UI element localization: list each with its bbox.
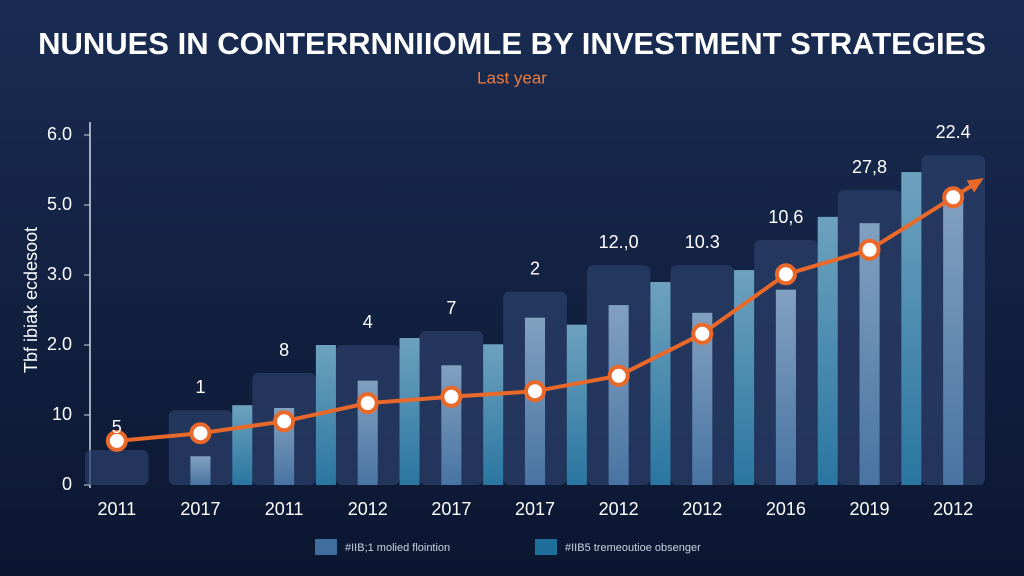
bar-shine <box>483 344 504 485</box>
line-point <box>858 238 881 261</box>
annotation: 7 <box>446 298 456 318</box>
y-tick-label: 0 <box>62 474 72 494</box>
legend-label: #IIB;1 molied flointion <box>345 542 450 554</box>
x-tick-label: 2012 <box>682 499 722 519</box>
bar-shine <box>734 270 755 485</box>
plot-area: 0 10 2.0 3.0 5.0 6.0 2011 5 2017 1 2011 8 2012 4 2017 7… <box>47 122 985 519</box>
legend-swatch <box>315 539 337 555</box>
annotation: 5 <box>112 417 122 437</box>
bar-shine <box>566 324 587 485</box>
line-point <box>774 263 797 286</box>
bar-shine <box>608 305 629 485</box>
line-point <box>524 380 546 403</box>
annotation: 12.,0 <box>599 232 639 252</box>
line-point <box>356 392 379 415</box>
x-tick-label: 2019 <box>850 499 890 519</box>
x-tick-label: 2012 <box>348 499 388 519</box>
chart-title: NUNUES IN CONTERRNNIIOMLE BY INVESTMENT … <box>38 26 986 61</box>
legend-swatch <box>535 539 557 555</box>
bar-shine <box>817 216 838 485</box>
line-point <box>607 364 630 387</box>
annotation: 27,8 <box>852 157 887 177</box>
x-tick-label: 2016 <box>766 499 806 519</box>
annotation: 2 <box>530 259 540 279</box>
chart-subtitle: Last year <box>477 68 547 87</box>
x-tick-label: 2011 <box>97 499 136 519</box>
annotation: 10.3 <box>685 232 720 252</box>
x-tick-label: 2011 <box>265 499 304 519</box>
x-tick-label: 2017 <box>431 499 471 519</box>
line-point <box>189 422 212 445</box>
bar-shine <box>692 312 713 485</box>
line-point <box>273 410 296 433</box>
bar-shine <box>859 223 880 485</box>
y-tick-label: 2.0 <box>47 334 72 354</box>
bar-shine <box>943 195 964 485</box>
x-tick-label: 2017 <box>180 499 220 519</box>
bar-shine <box>650 282 671 485</box>
line-point <box>440 385 463 408</box>
y-tick-label: 10 <box>52 404 72 424</box>
backdrop-column <box>85 450 149 485</box>
x-tick-label: 2012 <box>599 499 639 519</box>
annotation: 4 <box>363 312 373 332</box>
bar-shine <box>315 345 336 485</box>
x-tick-label: 2012 <box>933 499 973 519</box>
annotation: 8 <box>279 340 289 360</box>
line-point <box>105 429 128 452</box>
y-tick-label: 3.0 <box>47 264 72 284</box>
bar-shine <box>901 172 922 485</box>
bar-shine <box>190 456 211 485</box>
line-point <box>691 322 714 345</box>
arrow-head <box>966 178 984 193</box>
bar-shine <box>441 365 462 485</box>
x-tick-label: 2017 <box>515 499 555 519</box>
annotation: 1 <box>195 377 205 397</box>
annotation: 10,6 <box>768 207 803 227</box>
bar-shine <box>775 289 796 485</box>
y-axis-label: Tbf ibiak ecdesoot <box>21 227 41 373</box>
y-tick-label: 6.0 <box>47 124 72 144</box>
line-point <box>942 186 965 209</box>
legend-label: #IIB5 tremeoutioe obsenger <box>565 542 701 554</box>
y-tick-label: 5.0 <box>47 194 72 214</box>
bar-shine <box>232 405 253 485</box>
bar-shine <box>399 338 420 485</box>
annotation: 22.4 <box>936 122 971 142</box>
backdrop-column <box>168 410 233 485</box>
